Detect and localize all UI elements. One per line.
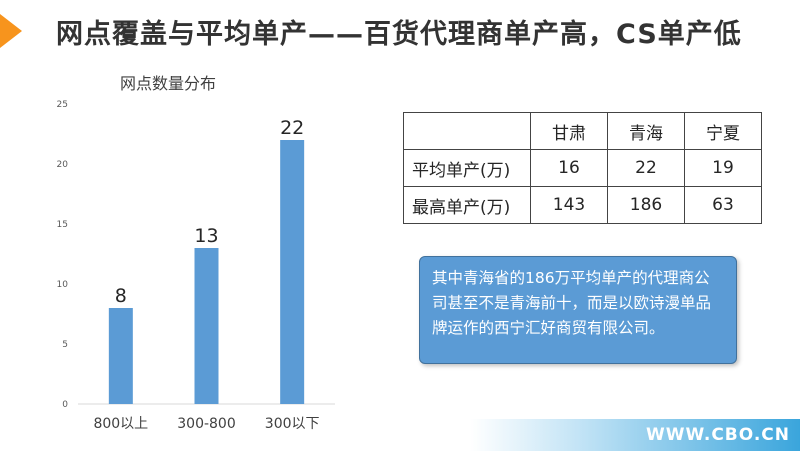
y-tick-label: 20 (57, 160, 69, 170)
y-tick-label: 10 (57, 280, 69, 290)
column-header: 宁夏 (684, 112, 762, 150)
table-cell: 19 (684, 149, 762, 187)
header-accent-triangle (0, 14, 22, 48)
footer-banner (470, 419, 800, 451)
slide-title: 网点覆盖与平均单产——百货代理商单产高，CS单产低 (56, 19, 742, 50)
y-tick-label: 15 (57, 220, 68, 230)
bar-value-label: 8 (115, 285, 127, 307)
bar-value-label: 22 (280, 117, 304, 139)
table-row: 最高单产(万) 143 186 63 (403, 186, 762, 224)
bar (108, 308, 133, 404)
table-corner-cell (403, 112, 531, 150)
row-header: 最高单产(万) (403, 186, 531, 224)
table-cell: 186 (607, 186, 685, 224)
table-cell: 63 (684, 186, 762, 224)
data-labels: 8 13 22 (115, 117, 304, 307)
table-cell: 143 (530, 186, 608, 224)
row-header: 平均单产(万) (403, 149, 531, 187)
y-tick-label: 25 (57, 100, 68, 110)
y-tick-label: 5 (62, 340, 68, 350)
category-label: 300以下 (265, 416, 320, 432)
table-header-row: 甘肃 青海 宁夏 (403, 112, 762, 150)
table-cell: 22 (607, 149, 685, 187)
bar (194, 248, 219, 404)
table-cell: 16 (530, 149, 608, 187)
category-labels: 800以上 300-800 300以下 (93, 416, 319, 432)
footer-website: WWW.CBO.CN (646, 425, 790, 445)
y-tick-label: 0 (62, 400, 68, 410)
note-callout: 其中青海省的186万平均单产的代理商公司甚至不是青海前十，而是以欧诗漫单品牌运作… (419, 256, 737, 364)
header-bar: 网点覆盖与平均单产——百货代理商单产高，CS单产低 (0, 0, 800, 62)
column-header: 甘肃 (530, 112, 608, 150)
chart-title: 网点数量分布 (120, 74, 217, 93)
category-label: 800以上 (93, 416, 148, 432)
column-header: 青海 (607, 112, 685, 150)
bars (108, 140, 305, 404)
table-row: 平均单产(万) 16 22 19 (403, 149, 762, 187)
bar-value-label: 13 (194, 225, 218, 247)
category-label: 300-800 (177, 416, 236, 432)
stats-table: 甘肃 青海 宁夏 平均单产(万) 16 22 19 最高单产(万) 143 18… (403, 112, 762, 224)
bar (280, 140, 305, 404)
